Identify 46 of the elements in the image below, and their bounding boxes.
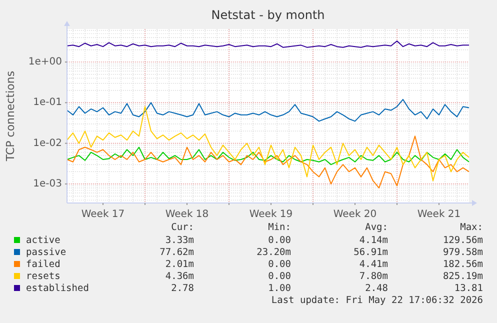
- legend-label: failed: [26, 259, 60, 270]
- y-axis-title: TCP connections: [4, 70, 17, 162]
- text: 13.81: [454, 283, 484, 294]
- text: 2.48: [365, 283, 388, 294]
- x-tick-label: Week 20: [333, 209, 377, 220]
- legend-label: active: [26, 235, 61, 246]
- text: 0.00: [268, 271, 292, 282]
- text: 77.62m: [160, 247, 194, 258]
- x-tick-label: Week 18: [165, 209, 209, 220]
- line-series: [66, 98, 470, 122]
- text: 182.56m: [442, 259, 484, 270]
- legend-label: passive: [26, 247, 66, 258]
- text: 3.33m: [165, 235, 194, 246]
- text: Min:: [268, 222, 291, 233]
- y-tick-label: 1e-02: [33, 138, 62, 149]
- text: 2.78: [171, 283, 194, 294]
- y-tick-label: 1e+00: [28, 56, 62, 68]
- text: 825.19m: [442, 271, 484, 282]
- text: 4.14m: [359, 235, 388, 246]
- text: 0.00: [268, 259, 292, 270]
- line-series: [66, 40, 470, 48]
- text: 0.00: [268, 235, 292, 246]
- text: 4.41m: [359, 259, 388, 270]
- text: 129.56m: [442, 235, 484, 246]
- text: Cur:: [171, 222, 194, 233]
- text: Avg:: [365, 222, 388, 233]
- x-tick-label: Week 21: [417, 209, 461, 220]
- legend-label: established: [26, 283, 89, 294]
- chart-title: Netstat - by month: [211, 8, 325, 22]
- line-series: [66, 106, 470, 182]
- text: 56.91m: [354, 247, 388, 258]
- text: 4.36m: [165, 271, 194, 282]
- text: 1.00: [268, 283, 292, 294]
- line-series: [66, 136, 470, 188]
- x-tick-label: Week 19: [249, 209, 293, 220]
- x-tick-label: Week 17: [81, 209, 125, 220]
- text: 7.80m: [359, 271, 388, 282]
- y-tick-label: 1e-03: [33, 178, 62, 190]
- text: 979.58m: [442, 247, 484, 258]
- line-series: [66, 146, 470, 166]
- text: 2.01m: [165, 259, 194, 270]
- y-tick-label: 1e-01: [33, 97, 62, 108]
- text: 23.20m: [256, 247, 292, 258]
- text: Max:: [460, 222, 483, 233]
- legend-label: resets: [26, 271, 60, 282]
- text: Last update: Fri May 22 17:06:32 2026: [271, 295, 484, 306]
